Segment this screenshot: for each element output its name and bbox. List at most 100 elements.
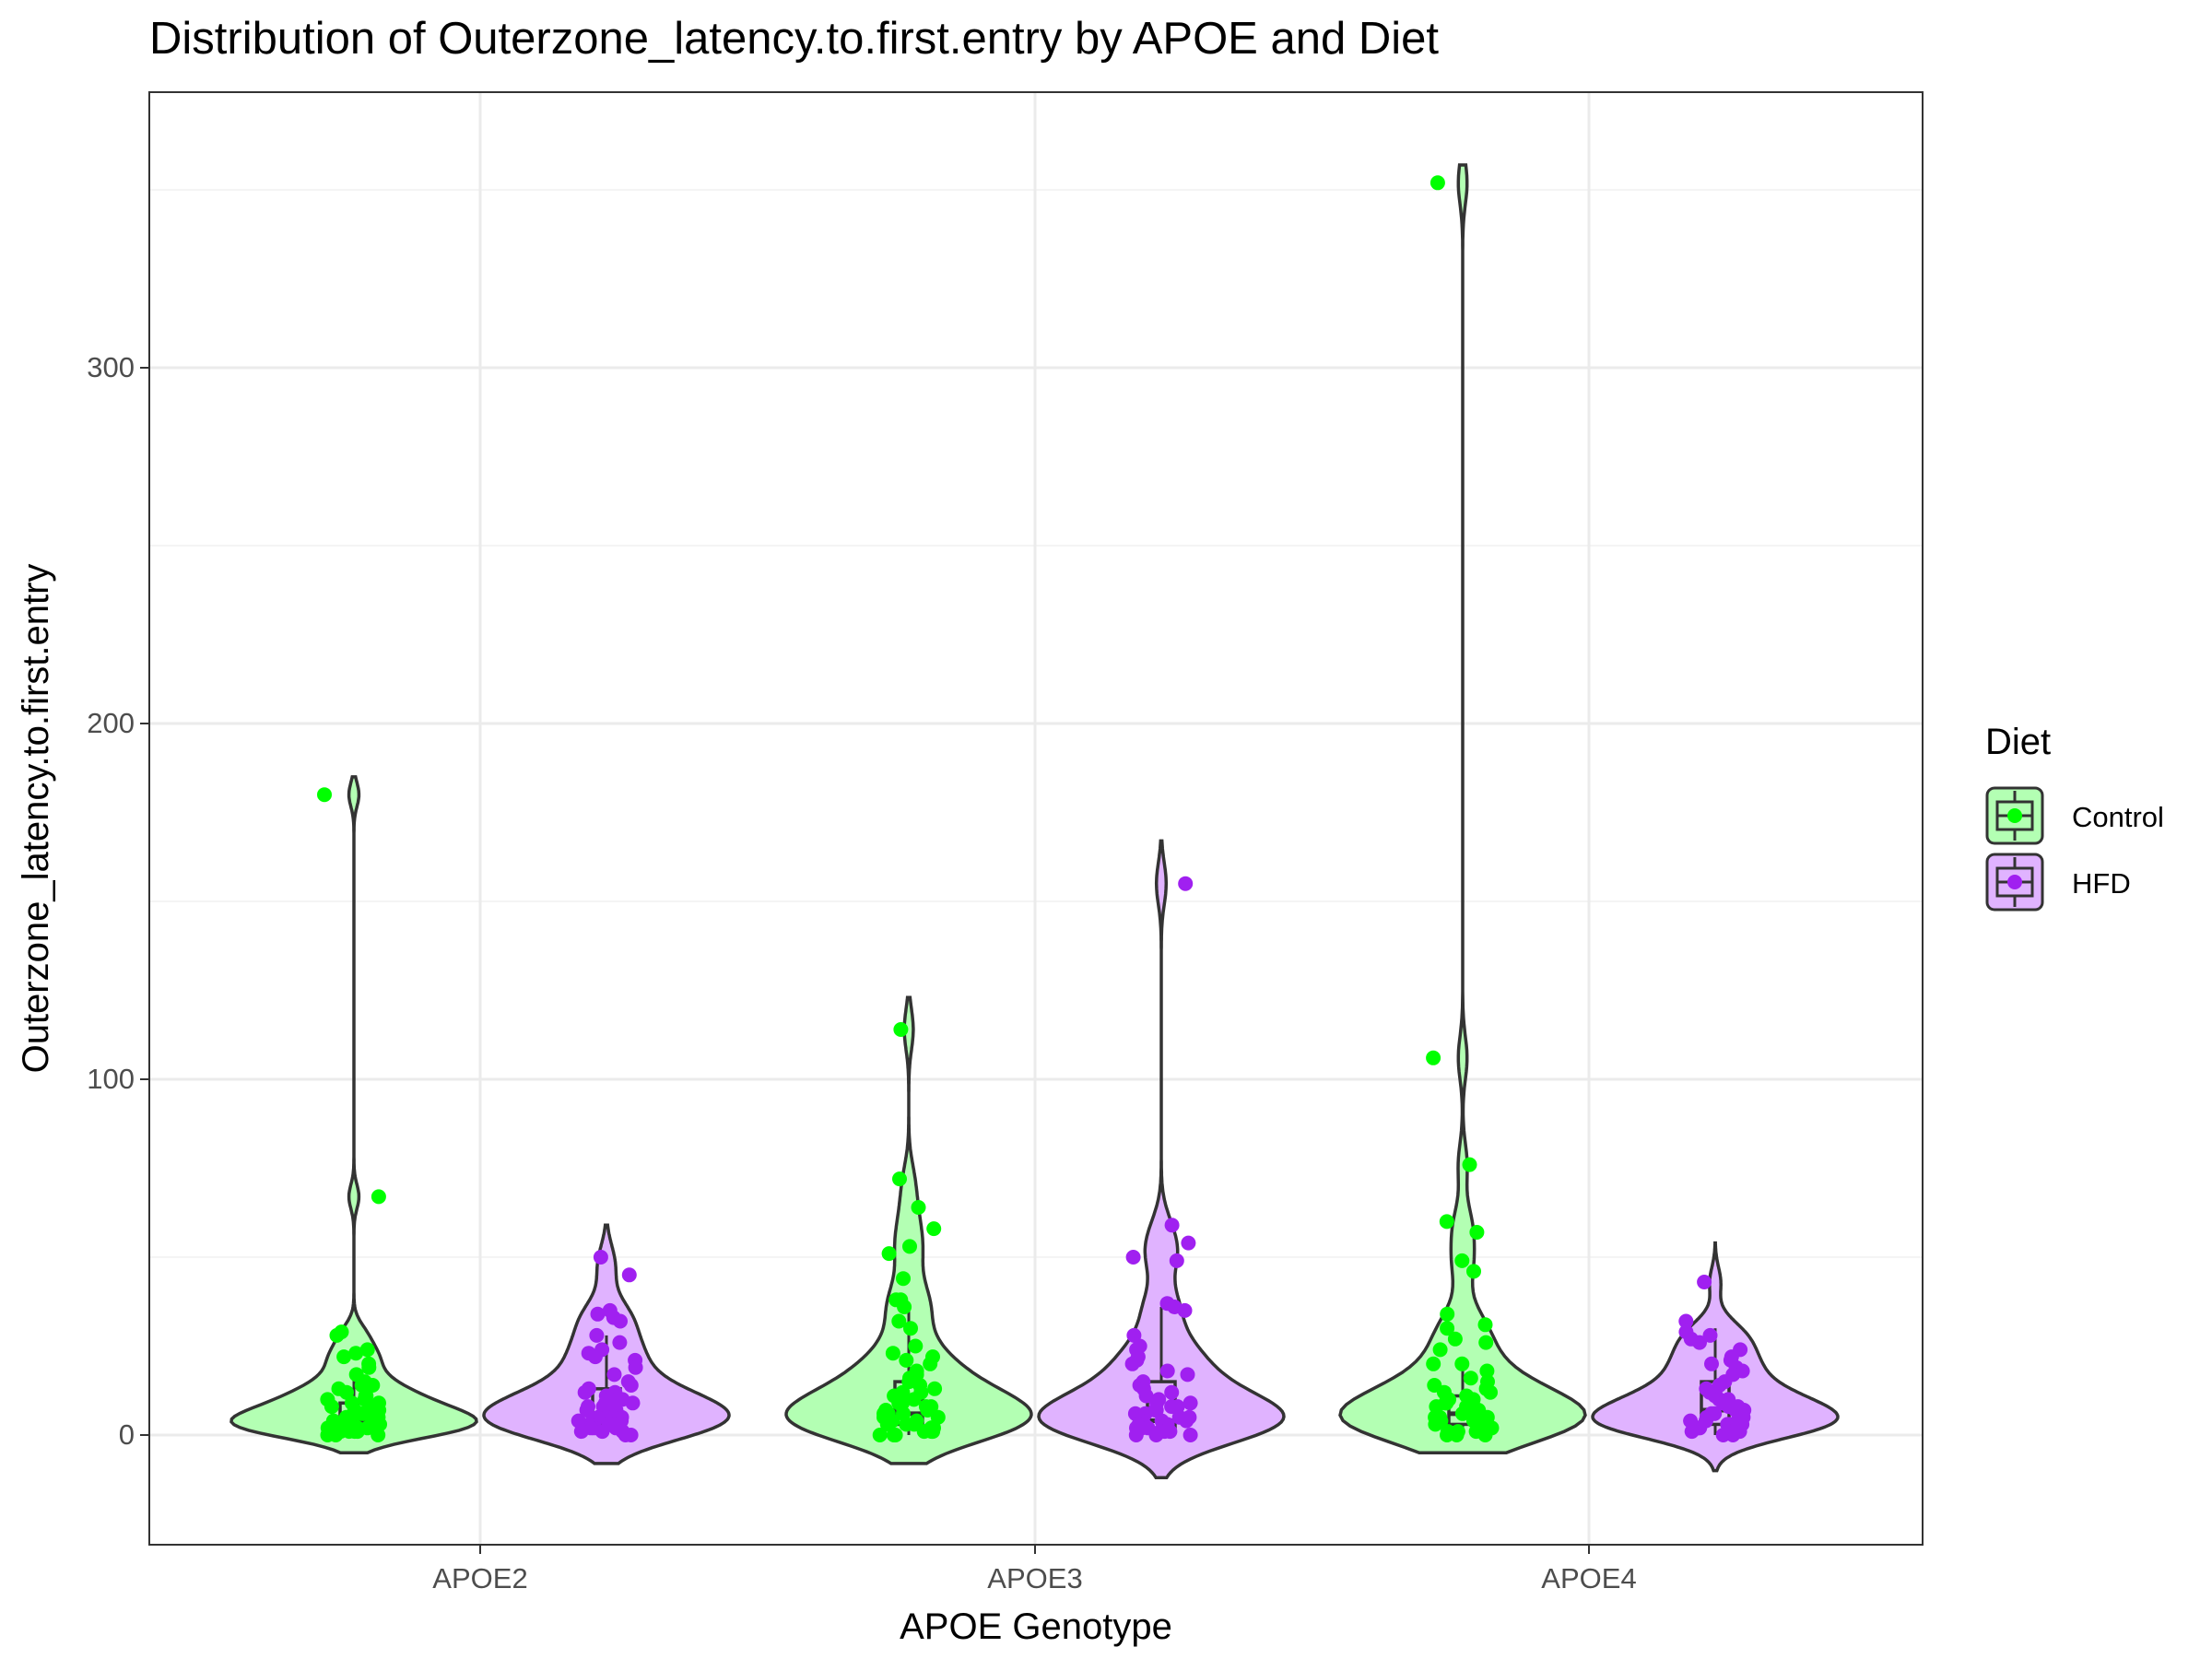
data-point bbox=[589, 1327, 605, 1343]
data-point bbox=[1704, 1356, 1719, 1371]
data-point bbox=[1426, 1050, 1441, 1065]
data-point bbox=[348, 1346, 364, 1361]
data-point bbox=[1462, 1157, 1477, 1172]
data-point bbox=[1124, 1356, 1140, 1371]
data-point bbox=[329, 1327, 345, 1343]
data-point bbox=[1179, 1413, 1194, 1429]
data-point bbox=[1432, 1342, 1448, 1358]
data-point bbox=[573, 1424, 589, 1440]
y-tick-label: 100 bbox=[87, 1063, 135, 1095]
data-point bbox=[587, 1349, 603, 1365]
data-point bbox=[1692, 1335, 1707, 1350]
data-point bbox=[1128, 1428, 1144, 1442]
legend-key-point bbox=[2007, 875, 2022, 889]
legend-title: Diet bbox=[1985, 722, 2051, 762]
data-point bbox=[1454, 1253, 1470, 1268]
violin-control-apoe4 bbox=[1338, 163, 1587, 1455]
data-point bbox=[1466, 1264, 1481, 1279]
data-point bbox=[342, 1424, 357, 1440]
data-point bbox=[590, 1306, 606, 1322]
legend-label-control: Control bbox=[2072, 801, 2164, 833]
data-point bbox=[1125, 1250, 1141, 1265]
data-point bbox=[881, 1246, 897, 1262]
data-point bbox=[371, 1189, 386, 1205]
data-point bbox=[1138, 1388, 1154, 1404]
data-point bbox=[1463, 1371, 1478, 1386]
data-point bbox=[1684, 1424, 1700, 1440]
data-point bbox=[320, 1428, 335, 1442]
data-point bbox=[1439, 1214, 1454, 1230]
y-tick-label: 200 bbox=[87, 707, 135, 739]
data-point bbox=[1182, 1395, 1198, 1411]
data-point bbox=[1477, 1428, 1493, 1442]
points-layer bbox=[317, 175, 1752, 1442]
data-point bbox=[902, 1239, 917, 1254]
data-point bbox=[927, 1381, 943, 1396]
data-point bbox=[1440, 1428, 1454, 1442]
x-axis-label: APOE Genotype bbox=[900, 1606, 1172, 1647]
x-tick-label: APOE2 bbox=[432, 1562, 527, 1594]
legend: Diet Control HFD bbox=[1984, 722, 2164, 912]
data-point bbox=[1148, 1428, 1164, 1442]
data-point bbox=[1428, 1417, 1443, 1432]
data-point bbox=[903, 1321, 918, 1336]
data-point bbox=[361, 1359, 377, 1375]
violin-control-apoe2 bbox=[229, 775, 478, 1455]
data-point bbox=[1440, 1321, 1455, 1336]
data-point bbox=[1478, 1335, 1494, 1350]
data-point bbox=[1483, 1384, 1498, 1400]
data-point bbox=[1178, 876, 1194, 891]
data-point bbox=[906, 1392, 922, 1407]
data-point bbox=[324, 1399, 339, 1415]
data-point bbox=[892, 1171, 907, 1187]
data-point bbox=[896, 1271, 911, 1287]
data-point bbox=[1159, 1363, 1175, 1379]
data-point bbox=[612, 1335, 628, 1350]
data-point bbox=[1169, 1253, 1184, 1268]
legend-label-hfd: HFD bbox=[2072, 867, 2131, 900]
data-point bbox=[1440, 1306, 1455, 1322]
data-point bbox=[1164, 1384, 1180, 1400]
data-point bbox=[1182, 1428, 1198, 1442]
x-tick-label: APOE4 bbox=[1541, 1562, 1636, 1594]
data-point bbox=[1426, 1356, 1441, 1371]
data-point bbox=[317, 787, 332, 803]
x-axis: APOE2 APOE3 APOE4 bbox=[432, 1545, 1637, 1594]
x-tick-label: APOE3 bbox=[987, 1562, 1082, 1594]
data-point bbox=[1454, 1406, 1470, 1421]
data-point bbox=[926, 1221, 942, 1237]
data-point bbox=[623, 1428, 639, 1442]
y-axis: 0 100 200 300 bbox=[87, 351, 149, 1451]
data-point bbox=[899, 1352, 914, 1368]
data-point bbox=[920, 1403, 935, 1418]
data-point bbox=[891, 1313, 907, 1329]
data-point bbox=[923, 1356, 938, 1371]
data-point bbox=[336, 1349, 352, 1365]
y-axis-label: Outerzone_latency.to.first.entry bbox=[16, 564, 56, 1074]
data-point bbox=[623, 1378, 639, 1393]
data-point bbox=[594, 1424, 610, 1440]
data-point bbox=[908, 1338, 924, 1354]
data-point bbox=[371, 1428, 386, 1442]
legend-key-point bbox=[2007, 808, 2022, 823]
data-point bbox=[1697, 1275, 1712, 1289]
data-point bbox=[1177, 1302, 1193, 1318]
data-point bbox=[606, 1367, 622, 1382]
data-point bbox=[593, 1250, 608, 1265]
data-point bbox=[1479, 1363, 1495, 1379]
grid-lines bbox=[149, 92, 1923, 1545]
data-point bbox=[579, 1403, 594, 1418]
data-point bbox=[916, 1424, 932, 1440]
data-point bbox=[1430, 175, 1445, 191]
data-point bbox=[1181, 1235, 1196, 1251]
y-tick-label: 0 bbox=[119, 1418, 135, 1451]
data-point bbox=[1469, 1225, 1485, 1240]
data-point bbox=[359, 1342, 375, 1358]
data-point bbox=[621, 1267, 637, 1283]
data-point bbox=[1447, 1331, 1463, 1347]
data-point bbox=[628, 1359, 643, 1375]
data-point bbox=[1180, 1367, 1195, 1382]
chart-title: Distribution of Outerzone_latency.to.fir… bbox=[149, 14, 1439, 64]
data-point bbox=[897, 1300, 912, 1314]
data-point bbox=[911, 1200, 926, 1215]
